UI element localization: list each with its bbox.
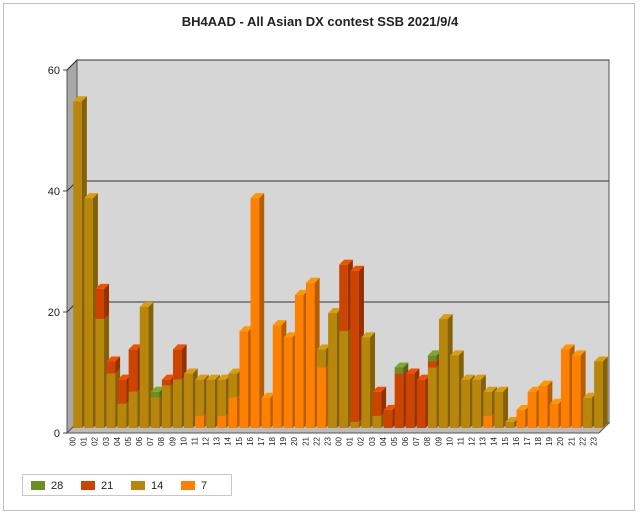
x-tick-label: 18 <box>534 436 543 445</box>
x-tick-label: 08 <box>157 436 166 445</box>
bar-09-9-band-21 <box>172 344 187 380</box>
y-tick-label: 40 <box>48 186 60 198</box>
x-tick-label: 19 <box>279 436 288 445</box>
x-tick-label: 17 <box>523 436 532 445</box>
bars <box>73 96 608 429</box>
y-tick-label: 60 <box>48 65 60 77</box>
x-tick-label: 08 <box>423 436 432 445</box>
x-tick-label: 00 <box>69 436 78 445</box>
x-tick-label: 11 <box>456 436 465 445</box>
x-tick-label: 19 <box>545 436 554 445</box>
x-tick-label: 12 <box>468 436 477 445</box>
bar-02-2-band-21 <box>95 283 110 320</box>
legend-label: 7 <box>201 480 208 492</box>
bar-05-29-band-28 <box>394 362 409 374</box>
chart-title: BH4AAD - All Asian DX contest SSB 2021/9… <box>181 14 459 29</box>
x-tick-label: 15 <box>501 436 510 445</box>
bar-14-38-band-14 <box>494 386 509 428</box>
x-tick-label: 05 <box>124 436 133 445</box>
x-tick-label: 20 <box>290 436 299 445</box>
y-tick-label: 0 <box>54 428 60 440</box>
x-tick-label: 03 <box>102 436 111 445</box>
legend-label: 14 <box>151 480 164 492</box>
x-tick-label: 22 <box>312 436 321 445</box>
x-tick-label: 21 <box>567 436 576 445</box>
x-tick-label: 05 <box>390 436 399 445</box>
x-axis: 00 01 02 03 04 05 06 07 08 09 10 11 12 13 14 15 16 17 18 19… <box>69 436 599 445</box>
legend-swatch <box>81 481 95 490</box>
x-tick-label: 16 <box>246 436 255 445</box>
y-tick-label: 20 <box>48 307 60 319</box>
legend-label: 21 <box>101 480 114 492</box>
x-tick-label: 15 <box>235 436 244 445</box>
x-tick-label: 14 <box>224 436 233 445</box>
x-tick-label: 21 <box>301 436 310 445</box>
legend-label: 28 <box>51 480 64 492</box>
x-tick-label: 16 <box>512 436 521 445</box>
x-tick-label: 01 <box>80 436 89 445</box>
x-tick-label: 13 <box>213 436 222 445</box>
x-tick-label: 17 <box>257 436 266 445</box>
x-tick-label: 23 <box>323 436 332 445</box>
x-tick-label: 02 <box>357 436 366 445</box>
x-tick-label: 07 <box>412 436 421 445</box>
x-tick-label: 22 <box>578 436 587 445</box>
x-tick-label: 10 <box>179 436 188 445</box>
x-tick-label: 06 <box>135 436 144 445</box>
x-tick-label: 14 <box>490 436 499 445</box>
x-tick-label: 04 <box>113 436 122 445</box>
x-tick-label: 01 <box>346 436 355 445</box>
x-tick-label: 09 <box>434 436 443 445</box>
x-tick-label: 03 <box>368 436 377 445</box>
legend-swatch <box>181 481 195 490</box>
legend: 28 21 14 7 <box>22 474 232 496</box>
gridline-wall-60 <box>66 59 78 71</box>
x-tick-label: 23 <box>589 436 598 445</box>
x-tick-label: 20 <box>556 436 565 445</box>
x-tick-label: 06 <box>401 436 410 445</box>
x-tick-label: 00 <box>335 436 344 445</box>
x-tick-label: 12 <box>202 436 211 445</box>
x-tick-label: 11 <box>190 436 199 445</box>
x-tick-label: 07 <box>146 436 155 445</box>
y-axis: 0 20 40 60 <box>48 65 67 440</box>
x-tick-label: 10 <box>445 436 454 445</box>
bar-03-3-band-21 <box>106 356 121 374</box>
x-tick-label: 09 <box>168 436 177 445</box>
bar-23-47-band-14 <box>594 356 608 428</box>
x-tick-label: 02 <box>91 436 100 445</box>
x-tick-label: 13 <box>479 436 488 445</box>
bar-16-16-band-7 <box>250 193 265 428</box>
x-tick-label: 18 <box>268 436 277 445</box>
x-tick-label: 04 <box>379 436 388 445</box>
legend-swatch <box>31 481 45 490</box>
legend-swatch <box>131 481 145 490</box>
